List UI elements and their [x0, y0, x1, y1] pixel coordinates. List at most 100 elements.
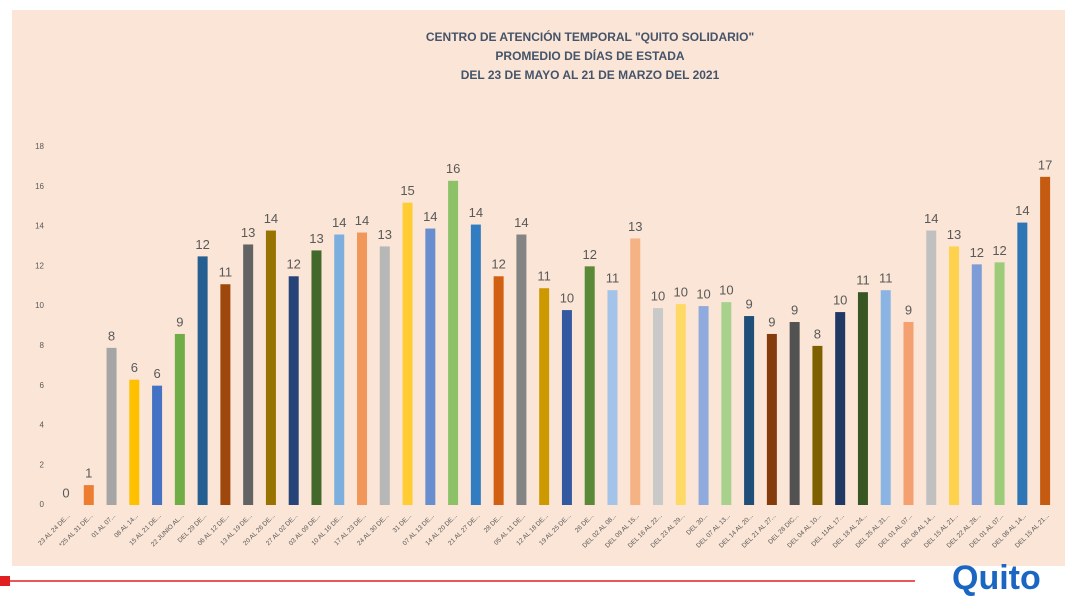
- bar: [630, 238, 641, 505]
- bar: [744, 316, 755, 505]
- data-label: 14: [355, 213, 369, 228]
- bar: [493, 276, 504, 505]
- y-tick-label: 16: [35, 182, 44, 191]
- data-label: 13: [309, 231, 323, 246]
- bar: [789, 322, 800, 505]
- bar: [425, 228, 436, 506]
- bar: [994, 262, 1005, 505]
- data-label: 13: [628, 219, 642, 234]
- data-label: 12: [286, 257, 300, 272]
- y-tick-label: 6: [40, 381, 45, 390]
- data-label: 12: [992, 243, 1006, 258]
- data-label: 9: [768, 314, 775, 329]
- data-label: 10: [696, 287, 710, 302]
- data-label: 14: [469, 205, 483, 220]
- bar: [721, 302, 732, 505]
- bar: [174, 333, 185, 505]
- data-label: 8: [814, 326, 821, 341]
- y-tick-label: 2: [40, 460, 45, 469]
- bar: [83, 485, 94, 505]
- data-label: 11: [219, 265, 233, 280]
- data-label: 14: [264, 211, 278, 226]
- bar: [561, 310, 572, 505]
- data-label: 10: [651, 289, 665, 304]
- data-label: 11: [537, 269, 551, 284]
- data-label: 11: [879, 271, 893, 286]
- bar: [448, 180, 459, 506]
- bar: [1040, 176, 1051, 506]
- data-label: 10: [719, 283, 733, 298]
- bar: [220, 284, 231, 505]
- data-label: 12: [195, 237, 209, 252]
- data-label: 9: [905, 302, 912, 317]
- bar: [265, 230, 276, 506]
- data-label: 9: [791, 302, 798, 317]
- bar: [152, 385, 163, 505]
- bar: [311, 250, 322, 505]
- bar: [698, 306, 709, 505]
- y-tick-label: 4: [40, 421, 45, 430]
- data-label: 13: [241, 225, 255, 240]
- data-label: 14: [1015, 203, 1029, 218]
- bar: [379, 246, 390, 505]
- chart-title: CENTRO DE ATENCIÓN TEMPORAL "QUITO SOLID…: [426, 29, 754, 44]
- bar: [766, 333, 777, 505]
- y-tick-label: 18: [35, 142, 44, 151]
- bar: [584, 266, 595, 505]
- y-tick-label: 12: [35, 261, 44, 270]
- data-label: 10: [833, 293, 847, 308]
- bar: [675, 304, 686, 505]
- data-label: 12: [970, 245, 984, 260]
- data-label: 17: [1038, 157, 1052, 172]
- data-label: 12: [582, 247, 596, 262]
- data-label: 8: [108, 328, 115, 343]
- bar: [197, 256, 208, 505]
- bar: [857, 292, 868, 505]
- data-label: 9: [745, 296, 752, 311]
- data-label: 9: [176, 314, 183, 329]
- data-label: 12: [491, 257, 505, 272]
- y-tick-label: 14: [35, 222, 44, 231]
- bar: [402, 202, 413, 505]
- footer-mark: [0, 576, 10, 586]
- bar: [539, 288, 550, 505]
- bar: [812, 345, 823, 505]
- chart-subtitle: PROMEDIO DE DÍAS DE ESTADA: [495, 48, 684, 63]
- data-label: 11: [856, 273, 870, 288]
- bar: [607, 290, 618, 505]
- bar: [903, 322, 914, 505]
- data-label: 1: [85, 466, 92, 481]
- bar: [1017, 222, 1028, 506]
- y-tick-label: 10: [35, 301, 44, 310]
- data-label: 0: [62, 485, 69, 500]
- bar: [516, 234, 527, 505]
- bar: [835, 312, 846, 505]
- bar: [880, 290, 891, 505]
- bar: [129, 379, 140, 505]
- bar: [288, 276, 299, 505]
- bar: [653, 308, 664, 505]
- bar: [334, 234, 345, 505]
- logo: Quito: [952, 559, 1041, 597]
- bar: [926, 230, 937, 506]
- data-label: 13: [947, 227, 961, 242]
- y-tick-label: 8: [40, 341, 45, 350]
- bar: [470, 224, 481, 506]
- data-label: 15: [400, 183, 414, 198]
- data-label: 10: [560, 291, 574, 306]
- data-label: 6: [131, 360, 138, 375]
- bar: [357, 232, 368, 505]
- data-label: 10: [674, 285, 688, 300]
- data-label: 14: [332, 215, 346, 230]
- y-tick-label: 0: [40, 500, 45, 509]
- data-label: 14: [924, 211, 938, 226]
- bar: [949, 246, 960, 505]
- data-label: 11: [606, 271, 620, 286]
- bar: [971, 264, 982, 505]
- data-label: 14: [514, 215, 528, 230]
- data-label: 14: [423, 209, 437, 224]
- data-label: 6: [153, 366, 160, 381]
- bar: [106, 347, 117, 505]
- chart-subtitle: DEL 23 DE MAYO AL 21 DE MARZO DEL 2021: [461, 68, 720, 82]
